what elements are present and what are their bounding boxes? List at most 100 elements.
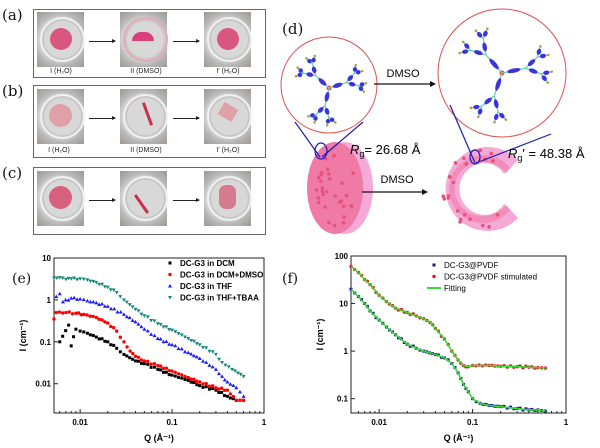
data-point-dense xyxy=(111,288,116,292)
data-point-dense xyxy=(173,330,178,334)
data-point-dense xyxy=(100,337,104,341)
data-point-dense xyxy=(219,386,224,390)
aromatic-unit xyxy=(311,57,316,63)
data-point-dense xyxy=(88,279,93,284)
data-point xyxy=(170,373,174,377)
data-point xyxy=(57,291,62,296)
data-point xyxy=(122,352,126,356)
data-point-dense xyxy=(201,382,205,386)
series-dc-g3-in-dcm xyxy=(58,323,246,402)
data-point-dense xyxy=(54,276,59,280)
series-dc-g3-pvdf xyxy=(349,287,547,413)
data-point-dense xyxy=(191,353,196,358)
data-point-dense xyxy=(97,337,101,341)
data-point-dense xyxy=(204,346,209,350)
data-point-dense xyxy=(207,384,212,388)
gel-particle xyxy=(321,192,325,197)
gel-particle xyxy=(342,215,346,219)
data-point-dense xyxy=(91,279,96,284)
y-tick-label: 1 xyxy=(344,347,349,356)
aromatic-unit xyxy=(358,86,364,91)
data-point xyxy=(114,291,119,295)
rg-left-label: Rg= 26.68 Å xyxy=(350,142,421,159)
data-point-dense xyxy=(179,333,184,337)
gel-particle xyxy=(314,188,319,192)
photo-gel-dmso xyxy=(120,12,168,67)
data-point-dense xyxy=(194,342,199,346)
data-point xyxy=(186,378,190,382)
x-tick-label: 0.1 xyxy=(166,418,178,427)
data-point-dense xyxy=(67,310,71,314)
data-point-dense xyxy=(159,368,163,372)
data-point-dense xyxy=(183,335,188,340)
legend-entry: DC-G3@PVDF stimulated xyxy=(444,273,537,282)
arrow-icon xyxy=(173,116,200,120)
data-point-dense xyxy=(128,356,132,360)
data-point-dense xyxy=(237,389,242,394)
data-point-dense xyxy=(192,381,196,385)
data-point-dense xyxy=(176,372,181,376)
data-point-dense xyxy=(220,391,224,395)
legend-marker xyxy=(432,274,436,279)
aromatic-unit xyxy=(324,108,330,115)
data-point xyxy=(214,388,218,392)
panel-label-f: (f) xyxy=(282,271,299,287)
end-group xyxy=(477,115,480,119)
data-point-dense xyxy=(152,365,156,369)
data-point xyxy=(214,386,218,390)
gel-particle xyxy=(441,194,446,198)
data-point-dense xyxy=(145,328,150,333)
data-point-dense xyxy=(118,350,122,354)
photo-gel-water-recovered xyxy=(204,171,252,226)
y-axis-label: I (cm⁻¹) xyxy=(18,320,28,352)
gel-particle xyxy=(320,170,324,175)
data-point-dense xyxy=(161,325,166,329)
data-point-dense xyxy=(81,277,86,282)
aromatic-unit xyxy=(325,118,331,124)
legend-marker xyxy=(168,284,172,288)
data-point-dense xyxy=(226,365,231,369)
gel-particle xyxy=(446,194,451,198)
data-point-dense xyxy=(217,390,221,394)
data-point-dense xyxy=(102,304,107,308)
end-group xyxy=(550,70,554,73)
data-point-dense xyxy=(161,366,166,371)
data-point xyxy=(106,340,110,344)
gel-particle xyxy=(487,225,491,229)
data-point-dense xyxy=(176,332,181,336)
data-point xyxy=(85,278,90,282)
data-point-dense xyxy=(152,361,157,366)
data-point xyxy=(58,340,62,344)
arrowhead-icon xyxy=(430,81,436,87)
y-tick-label: 1 xyxy=(47,296,52,305)
data-point-dense xyxy=(210,350,215,354)
gel-particle xyxy=(447,174,452,179)
data-point-dense xyxy=(211,387,215,391)
aromatic-unit xyxy=(329,117,335,123)
data-point-dense xyxy=(189,377,193,381)
gel-particle xyxy=(323,205,328,209)
data-point-dense xyxy=(200,345,205,350)
series-fitting xyxy=(350,265,546,412)
data-point-dense xyxy=(145,315,150,319)
data-point-dense xyxy=(115,310,120,314)
gel-particle xyxy=(327,176,332,181)
data-point xyxy=(52,276,56,281)
data-point-dense xyxy=(127,303,132,307)
end-group xyxy=(360,69,364,73)
photo-panel-c xyxy=(33,167,266,235)
end-group xyxy=(354,63,357,67)
photo-gel-water xyxy=(37,12,85,67)
data-point-dense xyxy=(88,314,92,318)
data-point-dense xyxy=(149,365,153,369)
data-point-dense xyxy=(76,311,81,315)
aromatic-unit xyxy=(298,68,304,73)
data-point-dense xyxy=(183,378,187,382)
end-group xyxy=(325,123,329,127)
gel-particle xyxy=(349,204,354,209)
data-point-dense xyxy=(118,295,123,299)
gel-particle xyxy=(341,221,346,225)
fit-line xyxy=(350,288,546,412)
aromatic-unit xyxy=(539,53,546,59)
